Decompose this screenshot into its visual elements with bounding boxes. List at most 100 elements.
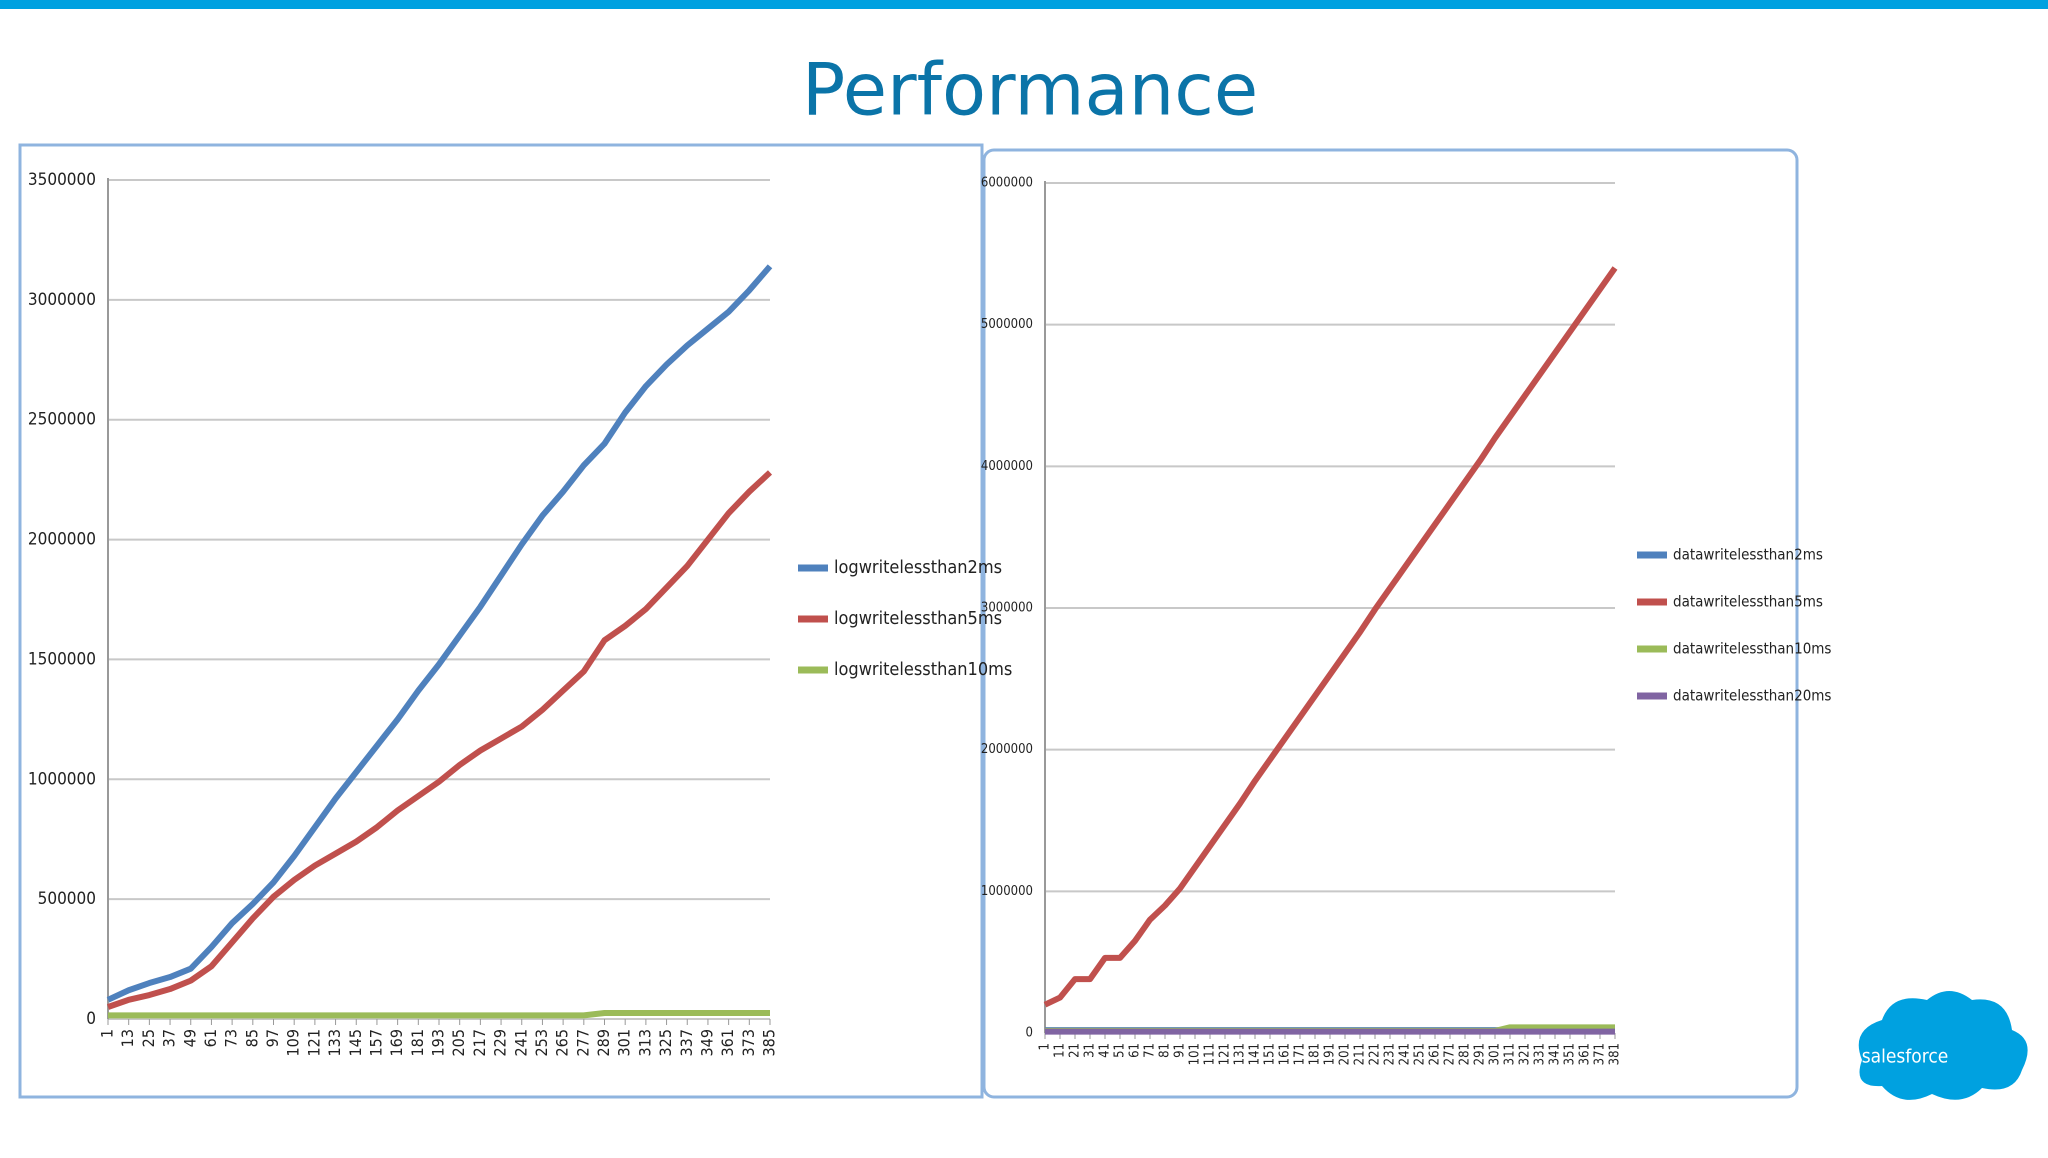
x-tick-label: 289: [594, 1029, 613, 1056]
x-tick-label: 371: [1593, 1043, 1608, 1065]
x-tick-label: 311: [1503, 1043, 1518, 1065]
y-tick-label: 1000000: [28, 769, 96, 789]
legend-label: datawritelessthan20ms: [1673, 687, 1831, 705]
x-tick-label: 97: [263, 1029, 282, 1047]
x-tick-label: 381: [1608, 1043, 1623, 1065]
legend-label: datawritelessthan10ms: [1673, 640, 1831, 658]
x-tick-label: 361: [718, 1029, 737, 1056]
y-tick-label: 3000000: [981, 601, 1033, 616]
x-tick-label: 181: [1308, 1043, 1323, 1065]
x-tick-label: 181: [408, 1029, 427, 1056]
chart: 0 1000000 2000000 3000000 4000000 5000000 6000…: [981, 176, 1832, 1066]
x-tick-label: 229: [491, 1029, 510, 1056]
x-tick-label: 241: [1398, 1043, 1413, 1065]
x-tick-label: 73: [222, 1029, 241, 1047]
y-tick-label: 500000: [38, 889, 96, 909]
x-tick-label: 349: [697, 1029, 716, 1056]
x-tick-label: 161: [1278, 1043, 1293, 1065]
x-tick-label: 37: [160, 1029, 179, 1047]
x-tick-label: 241: [511, 1029, 530, 1056]
series-line: [108, 1010, 770, 1019]
slide-title: Performance: [802, 48, 1258, 132]
x-tick-label: 133: [325, 1029, 344, 1056]
x-tick-label: 373: [739, 1029, 758, 1056]
x-tick-label: 321: [1518, 1043, 1533, 1065]
x-tick-label: 385: [760, 1029, 779, 1056]
x-tick-label: 121: [304, 1029, 323, 1056]
legend-label: logwritelessthan5ms: [834, 608, 1002, 629]
x-tick-label: 217: [470, 1029, 489, 1056]
top-bar: [0, 0, 2048, 9]
x-tick-label: 41: [1098, 1043, 1113, 1058]
y-tick-label: 5000000: [981, 317, 1033, 332]
x-tick-label: 313: [635, 1029, 654, 1056]
y-tick-label: 1000000: [981, 884, 1033, 899]
x-tick-label: 101: [1188, 1043, 1203, 1065]
y-tick-label: 2500000: [28, 410, 96, 430]
x-tick-label: 337: [677, 1029, 696, 1056]
x-tick-label: 193: [429, 1029, 448, 1056]
x-tick-label: 351: [1563, 1043, 1578, 1065]
y-tick-label: 0: [86, 1009, 96, 1029]
chart-panel: [982, 148, 1799, 1099]
x-tick-label: 301: [615, 1029, 634, 1056]
x-tick-label: 1: [1038, 1043, 1053, 1050]
y-tick-label: 4000000: [981, 459, 1033, 474]
legend-label: logwritelessthan2ms: [834, 557, 1002, 578]
legend-label: logwritelessthan10ms: [834, 659, 1012, 680]
x-tick-label: 121: [1218, 1043, 1233, 1065]
x-tick-label: 141: [1248, 1043, 1263, 1065]
legend-label: datawritelessthan5ms: [1673, 593, 1823, 611]
x-tick-label: 81: [1158, 1043, 1173, 1058]
x-tick-label: 109: [284, 1029, 303, 1056]
x-tick-label: 51: [1113, 1043, 1128, 1058]
x-tick-label: 169: [387, 1029, 406, 1056]
x-tick-label: 191: [1323, 1043, 1338, 1065]
series-line: [106, 264, 773, 1003]
x-tick-label: 271: [1443, 1043, 1458, 1065]
x-tick-label: 61: [1128, 1043, 1143, 1058]
logo-text: salesforce: [1862, 1046, 1949, 1068]
y-tick-label: 2000000: [981, 742, 1033, 757]
y-tick-label: 3500000: [28, 170, 96, 190]
series-line: [107, 470, 773, 1010]
x-tick-label: 151: [1263, 1043, 1278, 1065]
x-tick-label: 25: [139, 1029, 158, 1047]
x-tick-label: 21: [1068, 1043, 1083, 1058]
y-tick-label: 0: [1026, 1026, 1033, 1041]
x-tick-label: 85: [242, 1029, 261, 1047]
x-tick-label: 331: [1533, 1043, 1548, 1065]
logo: salesforce: [1858, 991, 2028, 1100]
x-tick-label: 71: [1143, 1043, 1158, 1058]
series-line: [1043, 266, 1618, 1008]
chart: 0 500000 1000000 1500000 2000000 2500000 30000…: [28, 170, 1012, 1056]
x-tick-label: 301: [1488, 1043, 1503, 1065]
x-tick-label: 291: [1473, 1043, 1488, 1065]
x-tick-label: 251: [1413, 1043, 1428, 1065]
y-tick-label: 3000000: [28, 290, 96, 310]
x-tick-label: 281: [1458, 1043, 1473, 1065]
x-tick-label: 261: [1428, 1043, 1443, 1065]
x-tick-label: 61: [201, 1029, 220, 1047]
x-tick-label: 31: [1083, 1043, 1098, 1058]
x-tick-label: 111: [1203, 1043, 1218, 1065]
x-tick-label: 253: [532, 1029, 551, 1056]
x-tick-label: 231: [1383, 1043, 1398, 1065]
x-tick-label: 341: [1548, 1043, 1563, 1065]
x-tick-label: 171: [1293, 1043, 1308, 1065]
x-tick-label: 11: [1053, 1043, 1068, 1058]
x-tick-label: 205: [449, 1029, 468, 1056]
x-tick-label: 221: [1368, 1043, 1383, 1065]
x-tick-label: 157: [366, 1029, 385, 1056]
logo-cloud: [1858, 991, 2028, 1100]
x-tick-label: 1: [98, 1029, 117, 1038]
y-tick-label: 6000000: [981, 176, 1033, 191]
x-tick-label: 91: [1173, 1043, 1188, 1058]
x-tick-label: 201: [1338, 1043, 1353, 1065]
x-tick-label: 13: [118, 1029, 137, 1047]
legend-label: datawritelessthan2ms: [1673, 546, 1823, 564]
x-tick-label: 145: [346, 1029, 365, 1056]
y-tick-label: 1500000: [28, 649, 96, 669]
x-tick-label: 277: [573, 1029, 592, 1056]
